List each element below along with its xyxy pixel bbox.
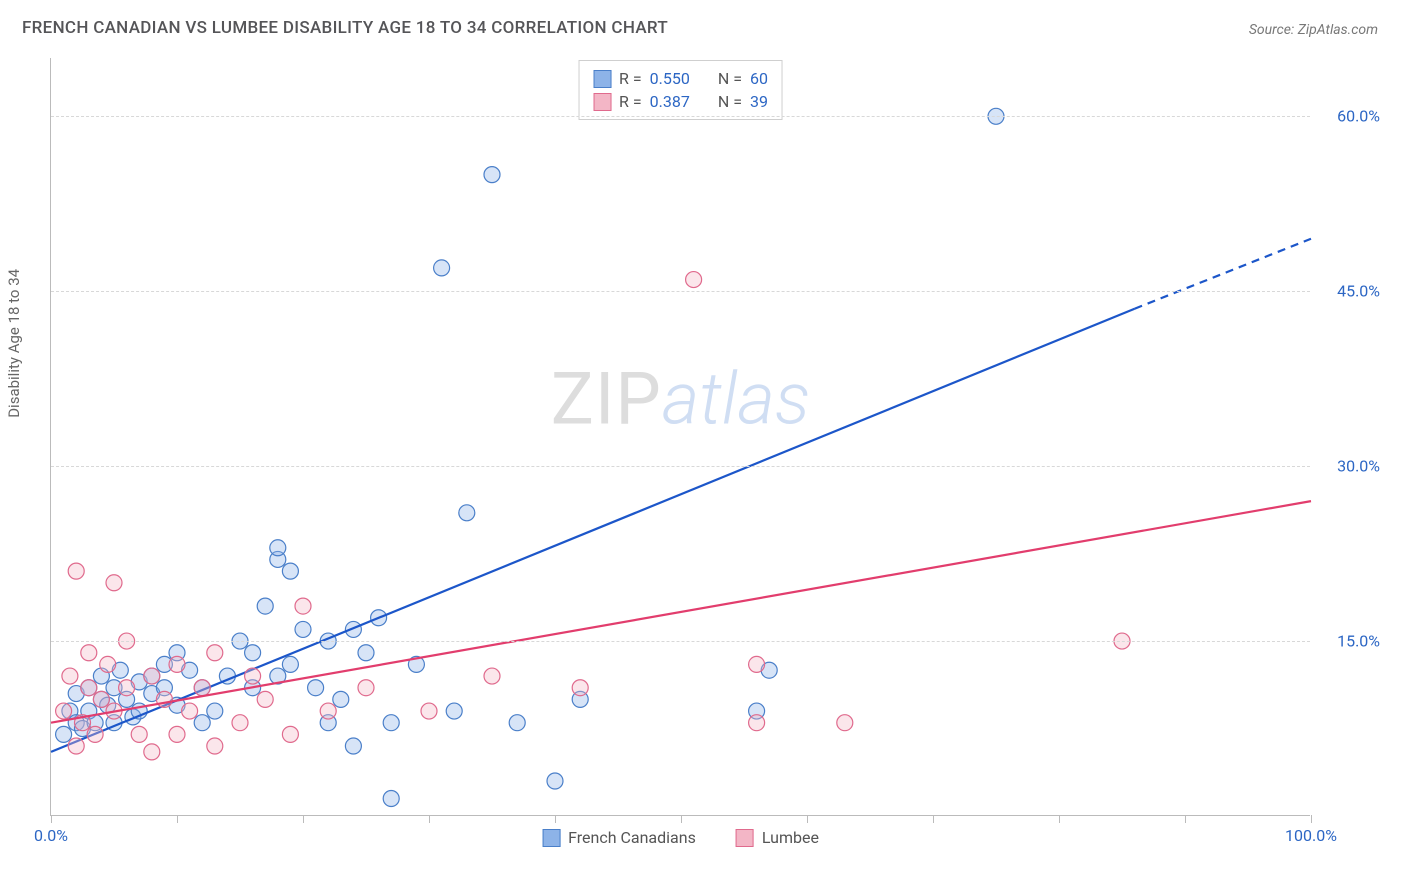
data-point [56, 703, 72, 719]
data-point [547, 773, 563, 789]
data-point [308, 680, 324, 696]
data-point [194, 715, 210, 731]
data-point [119, 680, 135, 696]
x-tick [1059, 815, 1060, 823]
data-point [837, 715, 853, 731]
data-point [459, 505, 475, 521]
gridline [51, 116, 1310, 117]
data-point [207, 738, 223, 754]
gridline [51, 466, 1310, 467]
data-point [100, 656, 116, 672]
data-point [320, 703, 336, 719]
data-point [345, 738, 361, 754]
gridline [51, 291, 1310, 292]
data-point [245, 668, 261, 684]
data-point [270, 540, 286, 556]
data-point [131, 726, 147, 742]
series-legend-french-canadians: French Canadians [542, 828, 696, 847]
data-point [282, 726, 298, 742]
data-point [93, 691, 109, 707]
data-point [68, 738, 84, 754]
data-point [156, 691, 172, 707]
data-point [282, 656, 298, 672]
data-point [169, 726, 185, 742]
data-point [257, 598, 273, 614]
data-point [333, 691, 349, 707]
x-tick [177, 815, 178, 823]
data-point [106, 575, 122, 591]
y-tick-label: 60.0% [1320, 107, 1380, 126]
source-attribution: Source: ZipAtlas.com [1249, 22, 1378, 38]
y-axis-label: Disability Age 18 to 34 [5, 269, 23, 418]
data-point [207, 645, 223, 661]
x-tick [681, 815, 682, 823]
gridline [51, 641, 1310, 642]
data-point [295, 621, 311, 637]
data-point [509, 715, 525, 731]
data-point [282, 563, 298, 579]
trend-line [51, 309, 1135, 752]
x-tick-label: 100.0% [1285, 826, 1337, 845]
data-point [56, 726, 72, 742]
data-point [572, 680, 588, 696]
data-point [62, 668, 78, 684]
data-point [232, 715, 248, 731]
data-point [383, 791, 399, 807]
data-point [295, 598, 311, 614]
series-label: French Canadians [568, 828, 696, 847]
y-tick-label: 15.0% [1320, 632, 1380, 651]
data-point [383, 715, 399, 731]
data-point [484, 167, 500, 183]
x-tick-label: 0.0% [34, 826, 68, 845]
data-point [749, 656, 765, 672]
x-tick [1185, 815, 1186, 823]
series-label: Lumbee [762, 828, 819, 847]
plot-svg [51, 58, 1310, 815]
x-tick [429, 815, 430, 823]
x-tick [51, 815, 52, 823]
plot-area: ZIPatlas R = 0.550 N = 60 R = 0.387 N = … [50, 58, 1310, 816]
series-legend-lumbee: Lumbee [736, 828, 819, 847]
data-point [194, 680, 210, 696]
data-point [144, 668, 160, 684]
x-tick [933, 815, 934, 823]
data-point [749, 715, 765, 731]
y-tick-label: 30.0% [1320, 457, 1380, 476]
data-point [207, 703, 223, 719]
x-tick [303, 815, 304, 823]
series-legend: French Canadians Lumbee [542, 828, 819, 847]
trend-line [51, 501, 1311, 723]
data-point [68, 563, 84, 579]
data-point [81, 645, 97, 661]
data-point [81, 680, 97, 696]
data-point [446, 703, 462, 719]
y-tick-label: 45.0% [1320, 282, 1380, 301]
legend-swatch-blue [542, 829, 560, 847]
data-point [484, 668, 500, 684]
x-tick [555, 815, 556, 823]
legend-swatch-pink [736, 829, 754, 847]
data-point [257, 691, 273, 707]
x-tick [807, 815, 808, 823]
trend-line-dashed [1135, 239, 1311, 309]
data-point [144, 744, 160, 760]
data-point [434, 260, 450, 276]
data-point [169, 656, 185, 672]
data-point [87, 726, 103, 742]
data-point [245, 645, 261, 661]
data-point [686, 272, 702, 288]
data-point [421, 703, 437, 719]
data-point [358, 645, 374, 661]
data-point [358, 680, 374, 696]
data-point [182, 703, 198, 719]
x-tick [1311, 815, 1312, 823]
chart-title: FRENCH CANADIAN VS LUMBEE DISABILITY AGE… [22, 18, 668, 38]
